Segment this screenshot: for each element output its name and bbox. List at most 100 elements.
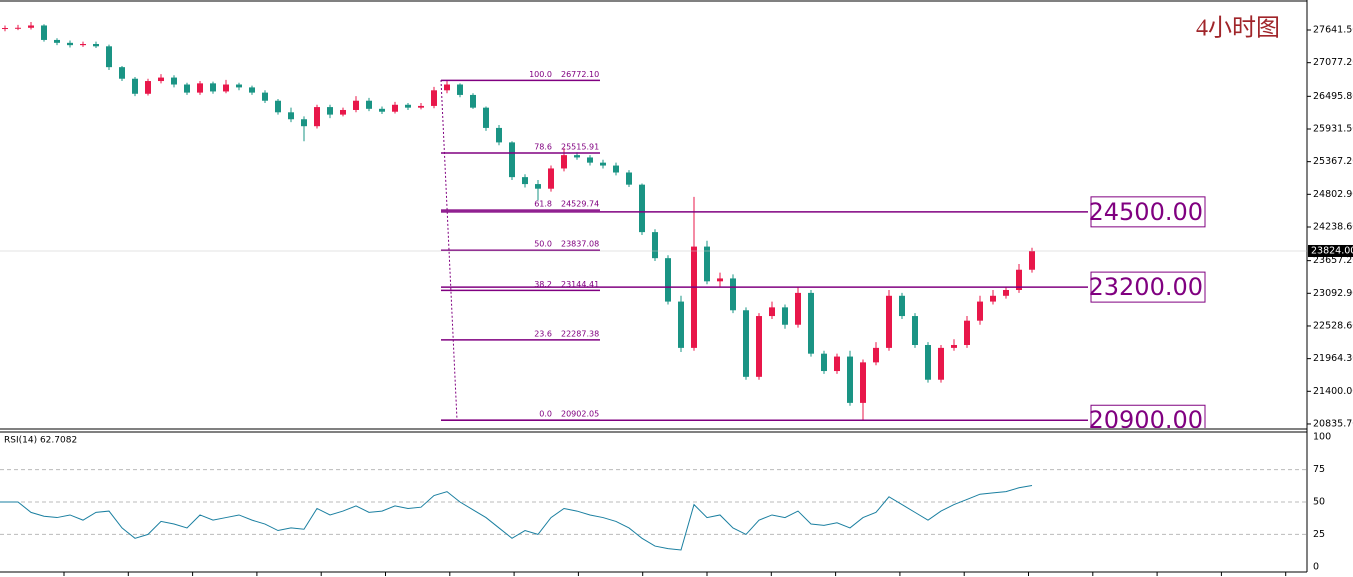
price-panel: 100.0 26772.10 78.6 25515.91 61.8 24529.74 50.… [2,21,1206,434]
candle-body [704,246,710,282]
candle-body [197,83,203,93]
candle-body [1016,269,1022,291]
fib-anchor [440,79,458,421]
candle-body [977,301,983,321]
y-tick-label: 23657.20 [1313,255,1353,266]
candle-body [730,278,736,311]
candle-body [938,347,944,380]
candle-body [106,46,112,68]
candle-body [132,78,138,94]
candle-body [171,77,177,85]
candle-body [587,157,593,163]
candle-body [301,119,307,127]
candle-body [600,162,606,166]
candle-body [678,301,684,348]
candle-body [951,344,957,348]
candle-body [379,108,385,112]
candle-body [2,28,8,30]
candle-body [782,307,788,325]
y-tick-label: 27077.20 [1313,57,1353,68]
y-tick-label: 23092.90 [1313,288,1353,299]
rsi-tick-label: 25 [1313,529,1325,540]
candle-body [275,100,281,113]
y-tick-label: 24802.90 [1313,189,1353,200]
candle-body [327,107,333,115]
y-tick-label: 21964.30 [1313,353,1353,364]
candle-body [54,39,60,43]
candle-body [80,43,86,46]
y-tick-label: 25931.50 [1313,123,1353,134]
candle-body [262,92,268,101]
candle-body [756,316,762,377]
candle-body [1003,290,1009,296]
candle-body [353,100,359,110]
candle-body [912,316,918,345]
fib-price: 24529.74 [561,200,599,209]
candle-body [691,246,697,348]
level-label: 20900.00 [1088,406,1203,434]
candle-body [418,105,424,108]
candle-body [223,84,229,92]
fib-ratio: 61.8 [534,200,552,209]
candle-body [366,100,372,109]
candle-body [457,84,463,95]
candle-body [717,278,723,282]
y-tick-label: 24238.60 [1313,221,1353,232]
candle-body [392,104,398,112]
candle-body [834,356,840,372]
candle-body [210,83,216,92]
candle-body [847,356,853,403]
candle-body [990,295,996,302]
candle-body [964,320,970,345]
candle-body [873,347,879,363]
rsi-label: RSI(14) 62.7082 [4,436,77,446]
candle-body [145,81,151,94]
rsi-tick-label: 100 [1313,432,1331,443]
candle-body [483,107,489,128]
fib-ratio: 50.0 [534,240,552,249]
rsi-tick-label: 75 [1313,464,1325,475]
candle-body [626,172,632,185]
y-tick-label: 21400.00 [1313,386,1353,397]
y-tick-label: 26495.80 [1313,91,1353,102]
level-label: 24500.00 [1088,198,1203,226]
candle-body [67,42,73,46]
candle-body [340,109,346,115]
candle-body [535,184,541,189]
candle-body [522,177,528,185]
candle-body [574,155,580,158]
fib-price: 23144.41 [561,280,599,289]
candle-body [249,87,255,93]
fib-price: 22287.38 [561,329,599,338]
fib-ratio: 23.6 [534,329,552,338]
candle-body [119,67,125,79]
candle-body [444,84,450,91]
candle-body [925,344,931,380]
candle-body [158,77,164,82]
fib-price: 25515.91 [561,143,599,152]
candle-body [665,258,671,302]
candle-body [860,362,866,403]
y-tick-label: 22528.60 [1313,320,1353,331]
candle-body [561,155,567,169]
candle-body [743,310,749,377]
candle-body [314,107,320,127]
candle-body [821,353,827,372]
rsi-line [0,485,1033,551]
candle-body [93,43,99,47]
candle-body [509,142,515,178]
fib-price: 20902.05 [561,410,599,419]
fib-ratio: 100.0 [529,70,552,79]
candle-body [184,84,190,93]
fib-price: 23837.08 [561,240,599,249]
candle-body [431,90,437,106]
y-tick-label: 27641.50 [1313,25,1353,36]
candle-body [288,112,294,120]
fib-price: 26772.10 [561,70,599,79]
last-price-box [1308,244,1353,257]
fib-ratio: 0.0 [539,410,552,419]
candle-body [639,184,645,233]
candle-body [41,25,47,40]
level-box [1090,271,1206,303]
